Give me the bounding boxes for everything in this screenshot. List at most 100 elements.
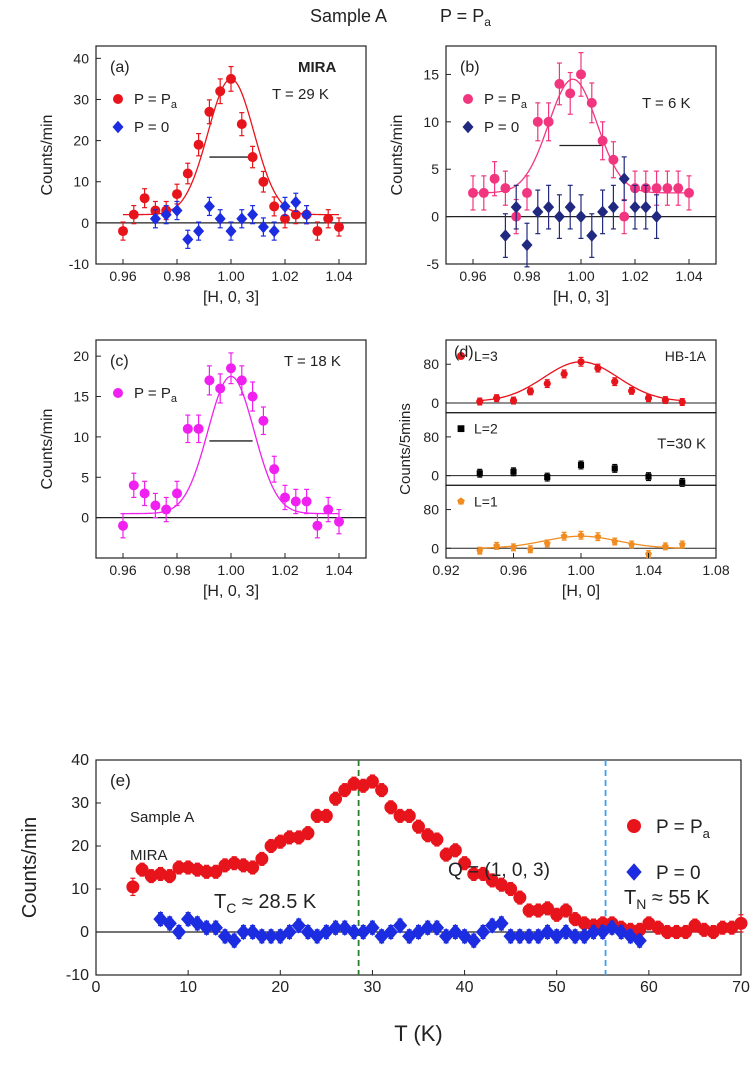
- y-tick-label: 10: [73, 174, 89, 190]
- data-point: [200, 865, 214, 879]
- series-0: [468, 52, 694, 235]
- data-point: [485, 917, 500, 934]
- y-tick-label: 40: [73, 50, 89, 66]
- data-point: [577, 531, 585, 539]
- data-point: [393, 809, 407, 823]
- data-point: [329, 792, 343, 806]
- legend-label: P = Pa: [134, 91, 178, 111]
- data-point: [678, 398, 686, 406]
- data-point: [246, 861, 260, 874]
- x-tick-label: 1.00: [567, 268, 594, 284]
- x-tick-label: 20: [271, 979, 289, 996]
- data-point: [513, 891, 527, 905]
- data-point: [544, 474, 551, 481]
- data-point: [172, 189, 182, 200]
- legend-label: P = Pa: [484, 91, 528, 111]
- y-tick-label: 0: [431, 209, 439, 225]
- y-tick-label: 0: [81, 215, 89, 231]
- data-point: [476, 867, 490, 881]
- data-point: [225, 224, 237, 238]
- fit-curve: [479, 535, 683, 549]
- data-point: [543, 116, 554, 127]
- data-point: [597, 205, 609, 219]
- data-point: [193, 224, 205, 238]
- data-point: [160, 208, 172, 221]
- x-axis-label: [H, 0, 3]: [203, 583, 259, 600]
- data-point: [411, 923, 426, 941]
- data-point: [236, 119, 247, 130]
- data-point: [521, 928, 537, 945]
- data-point: [180, 910, 196, 928]
- data-point: [402, 928, 417, 945]
- data-point: [553, 210, 565, 223]
- panel-label: (e): [110, 771, 131, 790]
- data-point: [662, 183, 673, 194]
- data-point: [236, 212, 248, 226]
- data-point: [526, 545, 534, 553]
- legend-label: P = Pa: [656, 817, 711, 841]
- series-0: [126, 774, 748, 940]
- data-point: [139, 488, 150, 499]
- y-tick-label: 5: [431, 161, 439, 177]
- data-point: [149, 212, 161, 226]
- data-point: [290, 496, 301, 507]
- y-tick-label: 20: [71, 838, 89, 855]
- y-axis-label: Counts/min: [389, 115, 406, 196]
- data-point: [392, 917, 408, 934]
- data-point: [199, 919, 214, 936]
- x-tick-label: 30: [364, 979, 382, 996]
- data-point: [526, 387, 534, 395]
- y-tick-label: 80: [423, 502, 439, 518]
- data-point: [629, 200, 641, 214]
- data-point: [512, 928, 528, 945]
- data-point: [716, 921, 730, 935]
- series-1: [153, 910, 647, 949]
- data-point: [227, 932, 242, 949]
- legend-label: L=1: [474, 493, 498, 509]
- data-point: [258, 176, 269, 187]
- data-point: [247, 208, 259, 221]
- y-tick-label: 5: [81, 469, 89, 485]
- y-tick-label: 30: [71, 795, 89, 812]
- temperature-label: T = 6 K: [642, 95, 691, 112]
- data-point: [499, 229, 511, 242]
- data-point: [734, 916, 748, 930]
- data-point: [118, 226, 128, 237]
- temperature-label: T=30 K: [657, 436, 706, 453]
- data-point: [182, 168, 193, 179]
- data-point: [255, 852, 269, 866]
- y-tick-label: 30: [73, 91, 89, 107]
- legend: P = Pa P = 0: [462, 91, 528, 136]
- data-point: [628, 387, 636, 395]
- y-axis-label: Counts/5mins: [397, 403, 414, 495]
- data-point: [476, 470, 483, 477]
- data-point: [510, 468, 517, 475]
- data-point: [651, 210, 663, 223]
- data-point: [644, 394, 653, 402]
- data-point: [633, 923, 647, 937]
- data-point: [337, 919, 352, 936]
- data-point: [247, 391, 258, 402]
- y-tick-label: 10: [423, 114, 439, 130]
- data-point: [334, 516, 344, 527]
- data-point: [521, 238, 533, 252]
- y-tick-label: 0: [431, 540, 439, 556]
- title-pressure-sub: a: [484, 15, 491, 29]
- title-pressure: P = Pa: [440, 6, 491, 29]
- y-tick-label: 80: [423, 356, 439, 372]
- data-point: [384, 800, 398, 814]
- data-point: [280, 213, 290, 224]
- data-point: [312, 520, 323, 531]
- data-point: [301, 826, 315, 840]
- data-point: [541, 901, 554, 915]
- y-tick-label: -5: [427, 256, 440, 272]
- data-point: [263, 928, 279, 945]
- data-point: [310, 809, 324, 823]
- legend-marker: [457, 425, 465, 433]
- data-point: [468, 187, 478, 198]
- y-axis-label: Counts/min: [19, 817, 41, 918]
- y-tick-label: 15: [73, 389, 89, 405]
- x-axis-label: [H, 0, 3]: [553, 289, 609, 306]
- legend: P = Pa P = 0: [626, 817, 711, 884]
- data-point: [258, 415, 269, 426]
